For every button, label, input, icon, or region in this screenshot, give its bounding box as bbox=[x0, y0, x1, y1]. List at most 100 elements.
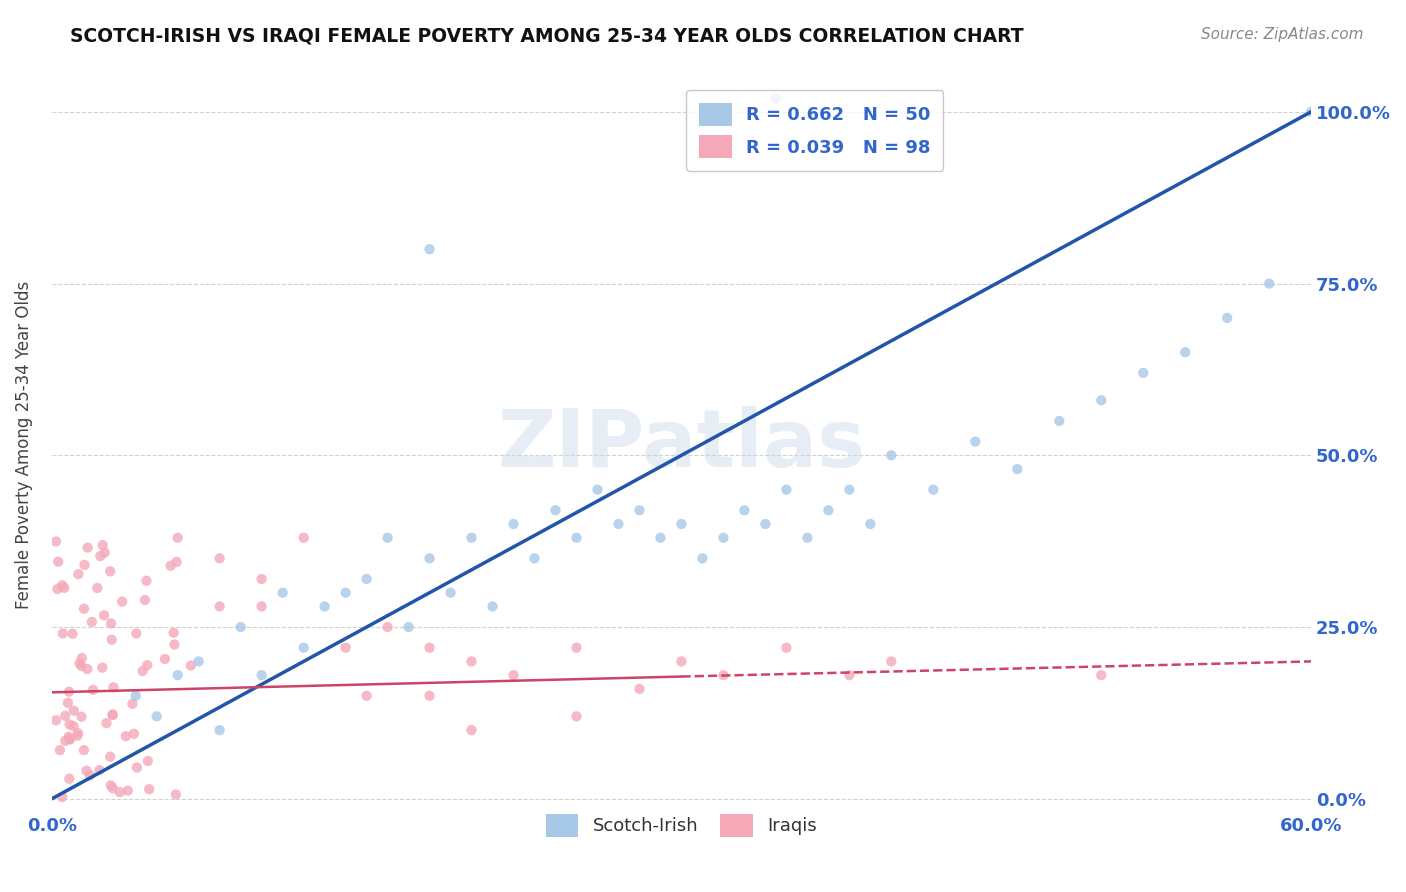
Point bbox=[671, 655, 693, 669]
Point bbox=[93, 546, 115, 560]
Point bbox=[96, 716, 118, 731]
Text: SCOTCH-IRISH VS IRAQI FEMALE POVERTY AMONG 25-34 YEAR OLDS CORRELATION CHART: SCOTCH-IRISH VS IRAQI FEMALE POVERTY AMO… bbox=[70, 27, 1024, 45]
Point bbox=[544, 503, 567, 517]
Point bbox=[713, 531, 735, 545]
Point bbox=[377, 620, 399, 634]
Point bbox=[51, 790, 73, 805]
Point bbox=[628, 503, 651, 517]
Point bbox=[1047, 414, 1070, 428]
Point bbox=[114, 729, 136, 743]
Point bbox=[101, 781, 124, 796]
Point bbox=[775, 640, 797, 655]
Point bbox=[754, 516, 776, 531]
Point bbox=[292, 640, 315, 655]
Point bbox=[58, 717, 80, 731]
Point bbox=[45, 534, 67, 549]
Point bbox=[628, 681, 651, 696]
Point bbox=[70, 651, 93, 665]
Point bbox=[111, 594, 134, 608]
Point bbox=[134, 593, 156, 607]
Point bbox=[713, 668, 735, 682]
Y-axis label: Female Poverty Among 25-34 Year Olds: Female Poverty Among 25-34 Year Olds bbox=[15, 281, 32, 609]
Point bbox=[135, 574, 157, 588]
Point bbox=[101, 708, 124, 723]
Point bbox=[838, 668, 860, 682]
Point bbox=[398, 620, 420, 634]
Point bbox=[208, 723, 231, 738]
Point bbox=[136, 658, 159, 673]
Point bbox=[419, 242, 441, 256]
Point bbox=[838, 483, 860, 497]
Point bbox=[650, 531, 672, 545]
Point bbox=[58, 684, 80, 698]
Point bbox=[1258, 277, 1281, 291]
Text: ZIPatlas: ZIPatlas bbox=[498, 406, 866, 484]
Point bbox=[45, 713, 67, 727]
Point bbox=[565, 709, 588, 723]
Point bbox=[419, 551, 441, 566]
Point bbox=[53, 708, 76, 723]
Point bbox=[100, 632, 122, 647]
Point bbox=[76, 764, 98, 778]
Point bbox=[775, 483, 797, 497]
Point bbox=[859, 516, 882, 531]
Point bbox=[1174, 345, 1197, 359]
Point bbox=[502, 516, 524, 531]
Point bbox=[229, 620, 252, 634]
Point bbox=[166, 668, 188, 682]
Point bbox=[1301, 104, 1323, 119]
Point bbox=[52, 626, 75, 640]
Point bbox=[565, 640, 588, 655]
Point bbox=[460, 655, 482, 669]
Point bbox=[101, 707, 124, 722]
Point bbox=[250, 572, 273, 586]
Point bbox=[335, 640, 357, 655]
Point bbox=[76, 541, 98, 555]
Point bbox=[121, 697, 143, 711]
Point bbox=[86, 581, 108, 595]
Point bbox=[89, 549, 111, 563]
Point bbox=[66, 726, 89, 740]
Point bbox=[79, 768, 101, 782]
Point bbox=[565, 531, 588, 545]
Point bbox=[58, 730, 80, 744]
Point bbox=[66, 729, 89, 743]
Point bbox=[250, 668, 273, 682]
Point bbox=[91, 538, 114, 552]
Point bbox=[138, 782, 160, 797]
Point bbox=[98, 564, 121, 578]
Point bbox=[163, 625, 186, 640]
Point bbox=[62, 626, 84, 640]
Point bbox=[51, 578, 73, 592]
Point bbox=[1007, 462, 1029, 476]
Point bbox=[314, 599, 336, 614]
Point bbox=[70, 659, 93, 673]
Point bbox=[419, 640, 441, 655]
Point bbox=[1216, 310, 1239, 325]
Point bbox=[69, 657, 91, 671]
Point bbox=[131, 664, 153, 678]
Point bbox=[377, 531, 399, 545]
Point bbox=[733, 503, 755, 517]
Point bbox=[73, 601, 96, 615]
Point bbox=[356, 572, 378, 586]
Point bbox=[98, 749, 121, 764]
Point bbox=[62, 719, 84, 733]
Point bbox=[965, 434, 987, 449]
Point bbox=[481, 599, 503, 614]
Point bbox=[117, 783, 139, 797]
Point bbox=[49, 743, 72, 757]
Point bbox=[73, 558, 96, 572]
Point bbox=[460, 531, 482, 545]
Point bbox=[59, 732, 82, 747]
Point bbox=[356, 689, 378, 703]
Point bbox=[250, 599, 273, 614]
Point bbox=[817, 503, 839, 517]
Point bbox=[180, 658, 202, 673]
Point bbox=[1090, 668, 1112, 682]
Point bbox=[163, 638, 186, 652]
Point bbox=[56, 696, 79, 710]
Point bbox=[46, 555, 69, 569]
Point bbox=[100, 778, 122, 792]
Point bbox=[1090, 393, 1112, 408]
